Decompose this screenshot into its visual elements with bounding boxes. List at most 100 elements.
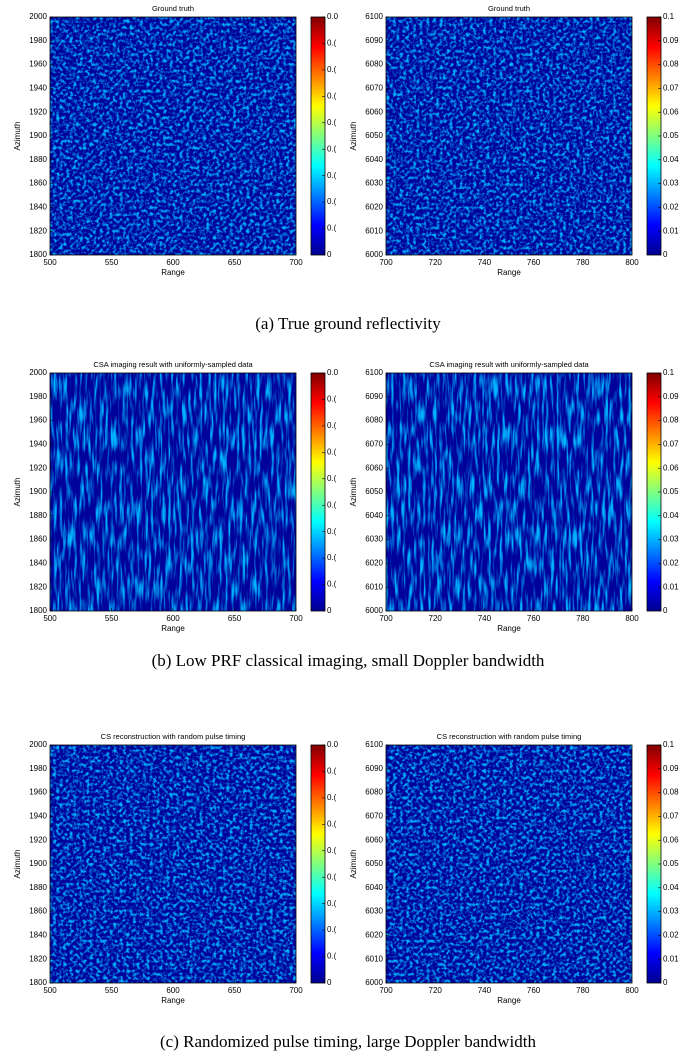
x-tick-label: 650 [228,614,242,623]
y-tick-label: 6040 [365,883,383,892]
y-tick-label: 6090 [365,36,383,45]
colorbar-tick-label: 0 [663,250,668,259]
y-tick-label: 6020 [365,559,383,568]
colorbar-tick-label: 0.( [327,118,337,127]
colorbar-tick-label: 0.08 [663,416,679,425]
colorbar-tick-label: 0.( [327,500,337,509]
colorbar-tick-label: 0.04 [663,883,679,892]
x-tick-label: 740 [478,986,492,995]
x-tick-label: 760 [527,258,541,267]
y-tick-label: 1960 [29,60,47,69]
colorbar-tick-label: 0.( [327,65,337,74]
x-tick-label: 700 [289,986,303,995]
colorbar-tick-label: 0.02 [663,203,679,212]
y-tick-label: 1860 [29,907,47,916]
colorbar-tick-label: 0.06 [663,463,679,472]
colorbar-tick-label: 0.1 [663,368,675,377]
y-tick-label: 6070 [365,440,383,449]
y-tick-label: 6000 [365,606,383,615]
colorbar-tick-label: 0.09 [663,36,679,45]
colorbar-tick-label: 0.( [327,580,337,589]
colorbar-tick-label: 0.( [327,793,337,802]
colorbar-tick-label: 0.1 [663,12,675,21]
x-tick-label: 800 [625,258,639,267]
y-tick-label: 6100 [365,368,383,377]
y-tick-label: 1920 [29,463,47,472]
y-tick-label: 6080 [365,788,383,797]
heatmap-texture [50,745,296,983]
colorbar-tick-label: 0.( [327,846,337,855]
y-tick-label: 6010 [365,954,383,963]
colorbar-tick-label: 0.( [327,474,337,483]
x-tick-label: 720 [429,986,443,995]
y-axis-label: Azimuth [349,122,358,151]
y-tick-label: 1840 [29,559,47,568]
colorbar-tick-label: 0.( [327,925,337,934]
x-tick-label: 650 [228,258,242,267]
y-tick-label: 1840 [29,931,47,940]
y-tick-label: 6090 [365,392,383,401]
y-tick-label: 1800 [29,606,47,615]
colorbar-tick-label: 0.( [327,395,337,404]
y-tick-label: 6050 [365,859,383,868]
colorbar-tick-label: 0.( [327,899,337,908]
colorbar-tick-label: 0.03 [663,179,679,188]
x-tick-label: 500 [43,258,57,267]
y-tick-label: 1920 [29,107,47,116]
y-tick-label: 1800 [29,250,47,259]
y-tick-label: 6040 [365,155,383,164]
y-tick-label: 6030 [365,907,383,916]
colorbar-tick-label: 0.( [327,819,337,828]
y-tick-label: 6080 [365,60,383,69]
x-tick-label: 800 [625,986,639,995]
x-tick-label: 800 [625,614,639,623]
colorbar [310,372,326,612]
colorbar [310,16,326,256]
x-axis-label: Range [161,268,185,277]
colorbar-tick-label: 0.0 [327,740,339,749]
x-axis-label: Range [497,624,521,633]
x-tick-label: 700 [289,258,303,267]
y-tick-label: 1880 [29,511,47,520]
colorbar-tick-label: 0.07 [663,84,679,93]
colorbar-tick-label: 0.06 [663,107,679,116]
y-tick-label: 6040 [365,511,383,520]
y-tick-label: 1960 [29,416,47,425]
colorbar-tick-label: 0.( [327,553,337,562]
y-tick-label: 1900 [29,131,47,140]
y-tick-label: 1820 [29,582,47,591]
y-tick-label: 6070 [365,812,383,821]
x-tick-label: 700 [379,986,393,995]
colorbar-tick-label: 0.( [327,171,337,180]
x-tick-label: 760 [527,986,541,995]
colorbar-tick-label: 0.0 [327,368,339,377]
panel-title: CSA imaging result with uniformly-sample… [429,360,589,369]
y-axis-label: Azimuth [349,478,358,507]
y-tick-label: 1860 [29,535,47,544]
y-tick-label: 6030 [365,179,383,188]
colorbar-tick-label: 0.( [327,527,337,536]
colorbar-tick-label: 0.01 [663,582,679,591]
y-tick-label: 6060 [365,107,383,116]
x-tick-label: 600 [166,986,180,995]
y-tick-label: 1820 [29,954,47,963]
x-tick-label: 700 [379,258,393,267]
y-tick-label: 2000 [29,12,47,21]
y-tick-label: 2000 [29,740,47,749]
panel-title: Ground truth [488,4,530,13]
y-tick-label: 6000 [365,978,383,987]
y-tick-label: 1880 [29,155,47,164]
x-tick-label: 650 [228,986,242,995]
colorbar-tick-label: 0.03 [663,535,679,544]
x-tick-label: 740 [478,614,492,623]
y-axis-label: Azimuth [13,850,22,879]
panel-title: CS reconstruction with random pulse timi… [437,732,582,741]
x-tick-label: 740 [478,258,492,267]
y-tick-label: 1820 [29,226,47,235]
colorbar-tick-label: 0.0 [327,12,339,21]
colorbar-tick-label: 0.( [327,224,337,233]
colorbar-tick-label: 0.01 [663,226,679,235]
y-tick-label: 1980 [29,764,47,773]
heatmap-texture [386,373,632,611]
y-tick-label: 1900 [29,487,47,496]
